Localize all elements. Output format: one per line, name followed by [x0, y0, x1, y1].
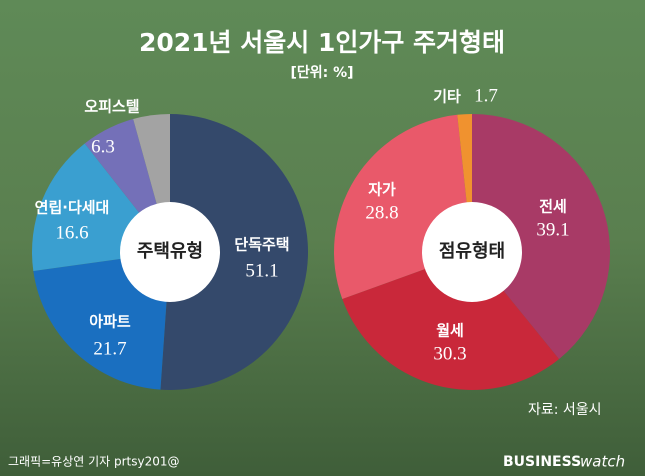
slice-name: 연립·다세대	[35, 199, 110, 217]
value-label: 6.3	[91, 136, 115, 157]
value-label: 39.1	[536, 219, 569, 240]
slice-name: 전세	[539, 198, 567, 216]
slice	[342, 252, 560, 390]
slice	[472, 114, 610, 360]
slice-name: 월세	[436, 322, 464, 340]
credit: 그래픽=유상연 기자 prtsy201@	[8, 455, 180, 469]
slice-name: 자가	[368, 181, 396, 199]
value-label: 30.3	[433, 343, 466, 364]
value-label: 21.7	[93, 338, 126, 359]
value-label: 1.7	[474, 85, 498, 106]
value-label: 28.8	[365, 202, 398, 223]
center-label: 점유형태	[439, 241, 505, 262]
subtitle: [단위: %]	[290, 64, 353, 81]
slice-name: 기타	[433, 88, 461, 106]
brand: BUSINESS	[503, 454, 581, 470]
center-label: 주택유형	[137, 241, 203, 262]
slice-name: 단독주택	[234, 236, 289, 254]
slice	[160, 114, 309, 390]
value-label: 16.6	[55, 222, 88, 243]
title: 2021년 서울시 1인가구 주거형태	[139, 28, 505, 57]
source: 자료: 서울시	[528, 402, 602, 418]
slice-name: 아파트	[89, 313, 131, 331]
brand: watch	[580, 453, 625, 471]
center-hole	[120, 202, 220, 302]
value-label: 51.1	[245, 260, 278, 281]
center-hole	[422, 202, 522, 302]
slice-name: 오피스텔	[84, 98, 139, 116]
